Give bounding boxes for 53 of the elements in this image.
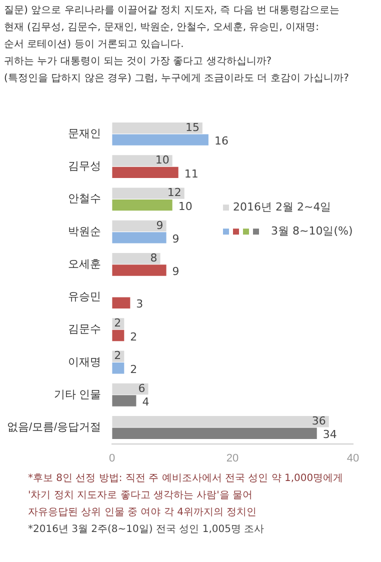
data-label: 10: [178, 200, 192, 213]
bar: [112, 416, 329, 428]
bar: [112, 232, 166, 244]
data-label: 9: [156, 218, 164, 232]
bar: [112, 155, 172, 166]
bar: [112, 428, 317, 439]
y-tick-label: 유승민: [68, 291, 102, 304]
bar: [112, 199, 172, 211]
bar: [112, 297, 130, 308]
bar: [112, 220, 166, 232]
data-label: 3: [136, 298, 144, 311]
data-label: 6: [138, 382, 146, 395]
data-label: 8: [150, 251, 158, 264]
data-label: 11: [184, 167, 198, 180]
bar: [112, 122, 202, 134]
bar: [112, 330, 124, 342]
y-tick-label: 오세훈: [68, 258, 102, 270]
bar: [112, 188, 184, 199]
data-label: 2: [114, 349, 122, 362]
bar: [112, 264, 166, 276]
bar: [112, 252, 160, 264]
data-label: 10: [155, 154, 170, 167]
x-tick-label: 0: [109, 452, 116, 464]
text: *2016년 3월 2주(8~10일) 전국 성인 1,005명 조사: [28, 523, 266, 537]
data-label: 16: [214, 134, 228, 148]
y-tick-label: 박원순: [68, 226, 102, 238]
y-tick-label: 이재명: [68, 356, 102, 368]
y-tick-label: 김문수: [68, 324, 102, 336]
bar: [112, 395, 136, 406]
data-label: 36: [312, 414, 326, 428]
data-label: 9: [172, 232, 180, 246]
data-label: 15: [185, 120, 200, 134]
data-label: 2: [130, 330, 138, 344]
y-tick-label: 문재인: [68, 128, 102, 140]
data-label: 34: [322, 428, 337, 442]
y-tick-label: 없음/모름/응답거절: [6, 422, 102, 434]
data-label: 9: [172, 265, 180, 278]
data-label: 4: [142, 396, 150, 409]
y-tick-label: 기타 인물: [54, 388, 102, 401]
y-tick-label: 안철수: [68, 193, 102, 206]
chart-title: 질문) 앞으로 우리나라를 이끌어갈 정치 지도자, 즉 다음 번 대통령감으로는 현재 (김무성, 김문수, 문재인, 박원순, 안철수, 오세훈, 유승민, 이재명: 순서 로테이션) 등이 거론되고 있습니다. 귀하는 누가 대통령이 되는 것이 가장 좋다고 생각하십니까? (특정인을 답하지 않은 경우) 그럼, 누구에게 조금이라도 더 호감이 가십니까?: [4, 4, 350, 86]
bar: [112, 166, 178, 178]
x-tick-label: 40: [346, 452, 360, 464]
y-tick-label: 김무성: [68, 160, 102, 173]
bar: [112, 134, 208, 146]
data-label: 12: [167, 186, 182, 200]
data-label: 2: [114, 316, 122, 330]
text: *후보 8인 선정 방법: 직전 주 예비조사에서 전국 성인 약 1,000명에게 '차기 정치 지도자로 좋다고 생각하는 사람'을 물어 자유응답된 상위 인물 중 여야 각 4위까지의 정치인: [28, 472, 344, 520]
data-label: 2: [130, 362, 138, 376]
x-tick-label: 20: [226, 452, 239, 464]
bar: [112, 362, 124, 374]
legend-label: 3월 8~10일(%): [271, 224, 353, 238]
legend-label: 2016년 2월 2~4일: [233, 200, 332, 214]
